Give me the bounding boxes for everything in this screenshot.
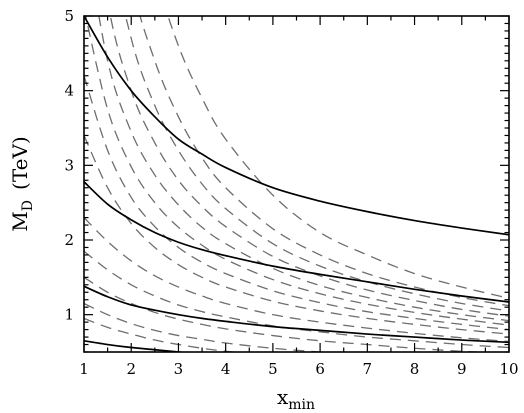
y-tick-label: 2 — [64, 231, 74, 249]
y-tick-label: 5 — [64, 7, 74, 25]
solid-series-line — [84, 181, 509, 303]
x-tick-label: 9 — [457, 360, 467, 378]
dashed-series-line — [139, 16, 509, 307]
dashed-series-line — [84, 302, 330, 352]
x-tick-label: 1 — [79, 360, 89, 378]
dashed-series-line — [167, 16, 509, 299]
x-axis-title-main: x — [277, 385, 289, 409]
x-tick-label: 2 — [126, 360, 136, 378]
axis-ticks: 1 2 3 4 5 6 7 8 9 10 1 2 3 4 5 — [64, 7, 518, 378]
solid-series-line — [84, 285, 509, 344]
dashed-series-line — [84, 135, 509, 335]
y-axis-title-main: M — [8, 211, 32, 231]
x-tick-label: 8 — [410, 360, 420, 378]
y-axis-title: MD (TeV) — [8, 136, 36, 231]
dashed-series-line — [84, 250, 509, 349]
x-axis-title-sub: min — [288, 397, 315, 413]
x-tick-label: 10 — [499, 360, 518, 378]
dashed-series-line — [84, 317, 240, 352]
dashed-series-line — [84, 276, 491, 352]
plot-frame — [83, 15, 510, 353]
x-tick-label: 4 — [221, 360, 231, 378]
dashed-series-line — [109, 16, 509, 317]
plot-curves — [84, 16, 509, 352]
x-tick-label: 3 — [174, 360, 184, 378]
dashed-series-line — [84, 217, 509, 343]
y-tick-label: 3 — [64, 156, 74, 174]
dashed-series-line — [98, 16, 509, 322]
solid-series-line — [84, 16, 509, 236]
x-tick-label: 7 — [363, 360, 373, 378]
y-tick-label: 1 — [64, 306, 74, 324]
x-axis-title: xmin — [277, 385, 315, 413]
dashed-series-line — [85, 16, 509, 326]
y-axis-title-unit: (TeV) — [8, 136, 32, 190]
dashed-series-line — [84, 75, 509, 331]
solid-series-line — [84, 339, 188, 352]
dashed-series-line — [124, 16, 509, 312]
y-tick-label: 4 — [64, 82, 74, 100]
y-axis-title-sub: D — [20, 200, 36, 211]
x-tick-label: 5 — [268, 360, 278, 378]
x-tick-label: 6 — [315, 360, 325, 378]
